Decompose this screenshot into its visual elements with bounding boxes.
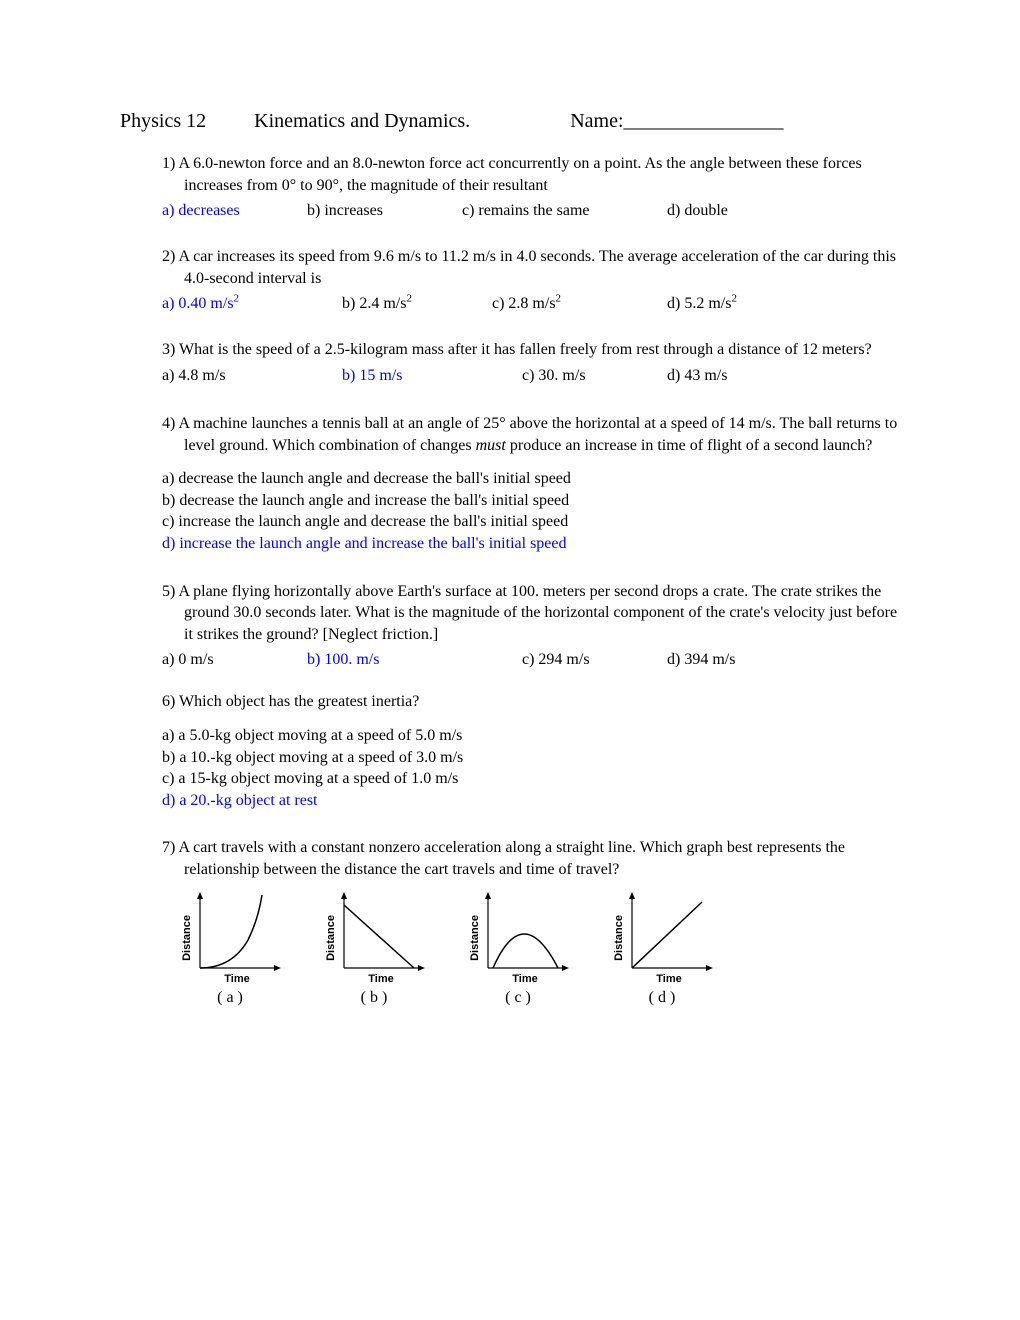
- q1-option-a: a) decreases: [162, 202, 307, 220]
- graph-a: Distance Time ( a ): [170, 890, 290, 1007]
- graph-c-svg: Distance Time: [458, 890, 578, 985]
- page-title: Kinematics and Dynamics.: [254, 110, 470, 133]
- question-3-options: a) 4.8 m/s b) 15 m/s c) 30. m/s d) 43 m/…: [120, 367, 900, 385]
- question-3: 3) What is the speed of a 2.5-kilogram m…: [120, 339, 900, 385]
- graph-d-ylabel: Distance: [613, 916, 625, 962]
- q1-option-b: b) increases: [307, 202, 462, 220]
- q4-option-b: b) decrease the launch angle and increas…: [162, 490, 900, 512]
- question-1-options: a) decreases b) increases c) remains the…: [120, 202, 900, 220]
- question-3-text: 3) What is the speed of a 2.5-kilogram m…: [120, 339, 900, 361]
- q4-option-a: a) decrease the launch angle and decreas…: [162, 468, 900, 490]
- graph-c: Distance Time ( c ): [458, 890, 578, 1007]
- graph-c-ylabel: Distance: [469, 916, 481, 962]
- q6-option-a: a) a 5.0-kg object moving at a speed of …: [162, 725, 900, 747]
- q4-option-c: c) increase the launch angle and decreas…: [162, 511, 900, 533]
- q6-option-d: d) a 20.-kg object at rest: [162, 790, 900, 812]
- q5-option-c: c) 294 m/s: [522, 651, 667, 669]
- graph-b-svg: Distance Time: [314, 890, 434, 985]
- q3-option-a: a) 4.8 m/s: [162, 367, 342, 385]
- q6-option-c: c) a 15-kg object moving at a speed of 1…: [162, 768, 900, 790]
- graph-a-xlabel: Time: [224, 973, 249, 985]
- graph-a-svg: Distance Time: [170, 890, 290, 985]
- question-6: 6) Which object has the greatest inertia…: [120, 691, 900, 811]
- question-2-options: a) 0.40 m/s2 b) 2.4 m/s2 c) 2.8 m/s2 d) …: [120, 295, 900, 313]
- q4-option-d: d) increase the launch angle and increas…: [162, 533, 900, 555]
- graph-b-label: ( b ): [361, 989, 388, 1007]
- worksheet-page: Physics 12 Kinematics and Dynamics. Name…: [0, 0, 1020, 1320]
- question-5-options: a) 0 m/s b) 100. m/s c) 294 m/s d) 394 m…: [120, 651, 900, 669]
- question-4: 4) A machine launches a tennis ball at a…: [120, 413, 900, 555]
- question-6-options: a) a 5.0-kg object moving at a speed of …: [120, 725, 900, 811]
- page-header: Physics 12 Kinematics and Dynamics. Name…: [120, 110, 900, 133]
- q2-option-d: d) 5.2 m/s2: [667, 295, 797, 313]
- graph-c-xlabel: Time: [512, 973, 537, 985]
- q1-option-d: d) double: [667, 202, 797, 220]
- question-7-graphs: Distance Time ( a ) Distance: [120, 890, 900, 1007]
- graph-d-xlabel: Time: [656, 973, 681, 985]
- graph-c-label: ( c ): [505, 989, 531, 1007]
- q3-option-d: d) 43 m/s: [667, 367, 797, 385]
- question-7-text: 7) A cart travels with a constant nonzer…: [120, 837, 900, 880]
- question-4-options: a) decrease the launch angle and decreas…: [120, 468, 900, 554]
- graph-d: Distance Time ( d ): [602, 890, 722, 1007]
- q6-option-b: b) a 10.-kg object moving at a speed of …: [162, 747, 900, 769]
- question-1: 1) A 6.0-newton force and an 8.0-newton …: [120, 153, 900, 220]
- q2-option-b: b) 2.4 m/s2: [342, 295, 492, 313]
- q3-option-c: c) 30. m/s: [522, 367, 667, 385]
- graph-a-ylabel: Distance: [181, 916, 193, 962]
- graph-d-label: ( d ): [649, 989, 676, 1007]
- graph-b-xlabel: Time: [368, 973, 393, 985]
- graph-b-ylabel: Distance: [325, 916, 337, 962]
- question-2: 2) A car increases its speed from 9.6 m/…: [120, 246, 900, 313]
- question-1-text: 1) A 6.0-newton force and an 8.0-newton …: [120, 153, 900, 196]
- question-4-text: 4) A machine launches a tennis ball at a…: [120, 413, 900, 456]
- question-2-text: 2) A car increases its speed from 9.6 m/…: [120, 246, 900, 289]
- course-label: Physics 12: [120, 110, 206, 133]
- question-6-text: 6) Which object has the greatest inertia…: [120, 691, 900, 713]
- q5-option-d: d) 394 m/s: [667, 651, 797, 669]
- graph-a-label: ( a ): [217, 989, 243, 1007]
- graph-b: Distance Time ( b ): [314, 890, 434, 1007]
- question-5: 5) A plane flying horizontally above Ear…: [120, 581, 900, 670]
- q1-option-c: c) remains the same: [462, 202, 667, 220]
- q5-option-a: a) 0 m/s: [162, 651, 307, 669]
- q5-option-b: b) 100. m/s: [307, 651, 522, 669]
- question-7: 7) A cart travels with a constant nonzer…: [120, 837, 900, 1007]
- q2-option-c: c) 2.8 m/s2: [492, 295, 667, 313]
- q2-option-a: a) 0.40 m/s2: [162, 295, 342, 313]
- graph-d-svg: Distance Time: [602, 890, 722, 985]
- name-field-label: Name:________________: [570, 110, 783, 133]
- q3-option-b: b) 15 m/s: [342, 367, 522, 385]
- question-5-text: 5) A plane flying horizontally above Ear…: [120, 581, 900, 646]
